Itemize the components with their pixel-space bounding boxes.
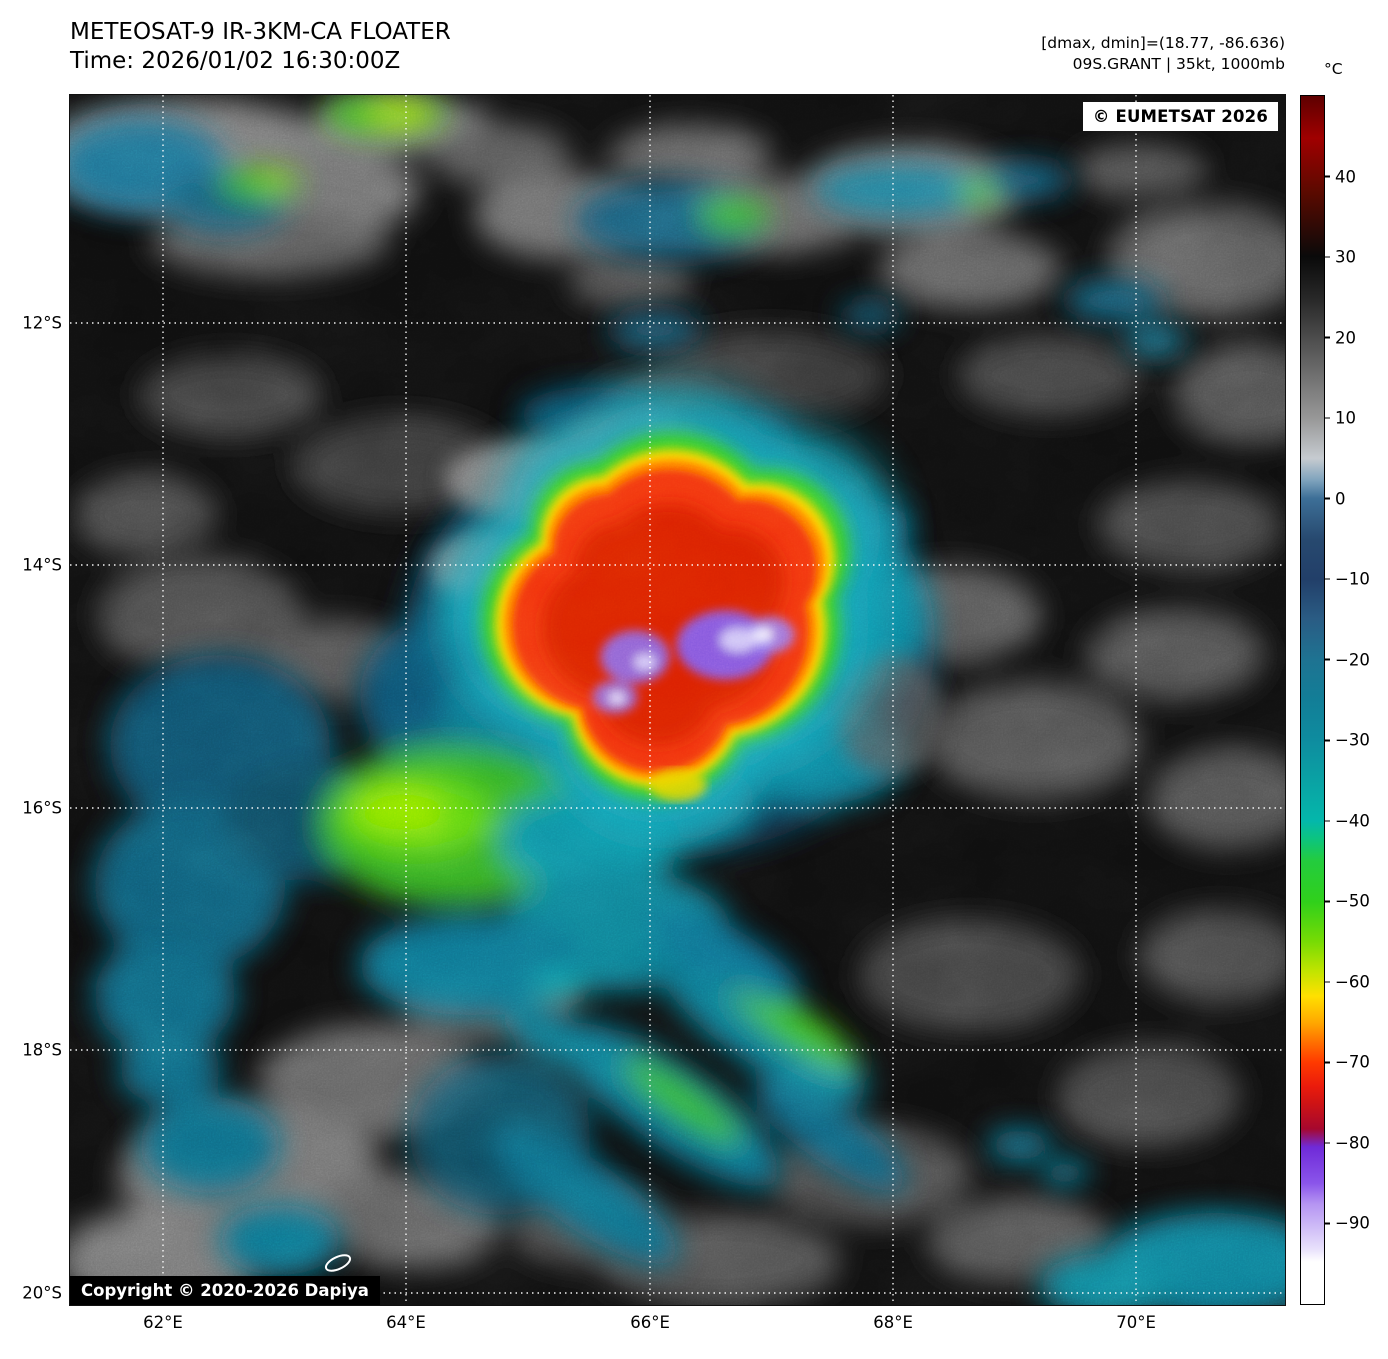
colorbar-tick: −80 [1324,1133,1370,1152]
longitude-axis: 62°E 64°E 66°E 68°E 70°E [70,1313,1285,1339]
colorbar-tick: 40 [1324,167,1356,186]
tick-label: −90 [1335,1213,1370,1233]
lon-label: 64°E [386,1313,426,1332]
colorbar-unit: °C [1324,60,1343,78]
lon-label: 70°E [1116,1313,1156,1332]
lat-label: 16°S [22,798,62,818]
tick-label: −10 [1335,569,1370,589]
tick-label: 10 [1335,408,1356,428]
tick-mark [1324,417,1330,419]
graticule [70,95,1285,1305]
range-info: [dmax, dmin]=(18.77, -86.636) [1041,34,1285,52]
satellite-image [70,95,1285,1305]
colorbar-tick: −50 [1324,892,1370,911]
colorbar-tick: −70 [1324,1053,1370,1072]
tick-label: −20 [1335,650,1370,670]
lon-label: 68°E [873,1313,913,1332]
colorbar-tick: −10 [1324,570,1370,589]
colorbar-tick: −40 [1324,811,1370,830]
tick-mark [1324,658,1330,661]
tick-label: −40 [1335,811,1370,831]
sensor-grain-texture [70,95,1285,1305]
lat-label: 18°S [22,1040,62,1060]
tick-mark [1324,1142,1330,1144]
tick-mark [1324,578,1330,580]
tick-mark [1324,256,1330,258]
latitude-axis: 12°S 14°S 16°S 18°S 20°S [0,95,64,1305]
island-outline [324,1254,352,1272]
tick-mark [1324,900,1330,903]
colorbar: 40 30 20 10 0 −10 −20 −30 −40 −50 −60 −7… [1300,95,1370,1305]
copyright-badge: Copyright © 2020-2026 Dapiya [70,1276,380,1305]
colorbar-tick: −90 [1324,1214,1370,1233]
tick-label: 0 [1335,489,1346,509]
provider-badge: © EUMETSAT 2026 [1082,102,1278,131]
lon-label: 66°E [630,1313,670,1332]
tick-mark [1324,497,1330,500]
tick-label: 40 [1335,167,1356,187]
tick-mark [1324,981,1330,983]
colorbar-tick: 0 [1324,489,1346,508]
colorbar-tick: 30 [1324,248,1356,267]
product-title: METEOSAT-9 IR-3KM-CA FLOATER [70,19,451,45]
tick-label: −30 [1335,730,1370,750]
tick-mark [1324,336,1330,339]
tick-label: −80 [1335,1133,1370,1153]
tick-label: −60 [1335,972,1370,992]
satellite-map: © EUMETSAT 2026 Copyright © 2020-2026 Da… [69,94,1286,1306]
header: METEOSAT-9 IR-3KM-CA FLOATER Time: 2026/… [70,18,451,77]
tick-mark [1324,175,1330,178]
tick-label: −70 [1335,1052,1370,1072]
tick-mark [1324,739,1330,741]
colorbar-tick: −20 [1324,650,1370,669]
tick-mark [1324,820,1330,822]
colorbar-tick: −30 [1324,731,1370,750]
colorbar-tick: 20 [1324,328,1356,347]
tick-mark [1324,1061,1330,1064]
product-time: Time: 2026/01/02 16:30:00Z [70,48,401,75]
colorbar-tick: −60 [1324,972,1370,991]
colorbar-gradient [1301,96,1324,1304]
colorbar-tick: 10 [1324,409,1356,428]
tick-label: 30 [1335,247,1356,267]
lat-label: 14°S [22,555,62,575]
header-right: [dmax, dmin]=(18.77, -86.636) 09S.GRANT … [1041,33,1285,75]
tick-label: 20 [1335,328,1356,348]
lat-label: 12°S [22,313,62,333]
lat-label: 20°S [22,1283,62,1303]
lon-label: 62°E [143,1313,183,1332]
storm-info: 09S.GRANT | 35kt, 1000mb [1072,54,1285,73]
tick-label: −50 [1335,891,1370,911]
tick-mark [1324,1222,1330,1225]
